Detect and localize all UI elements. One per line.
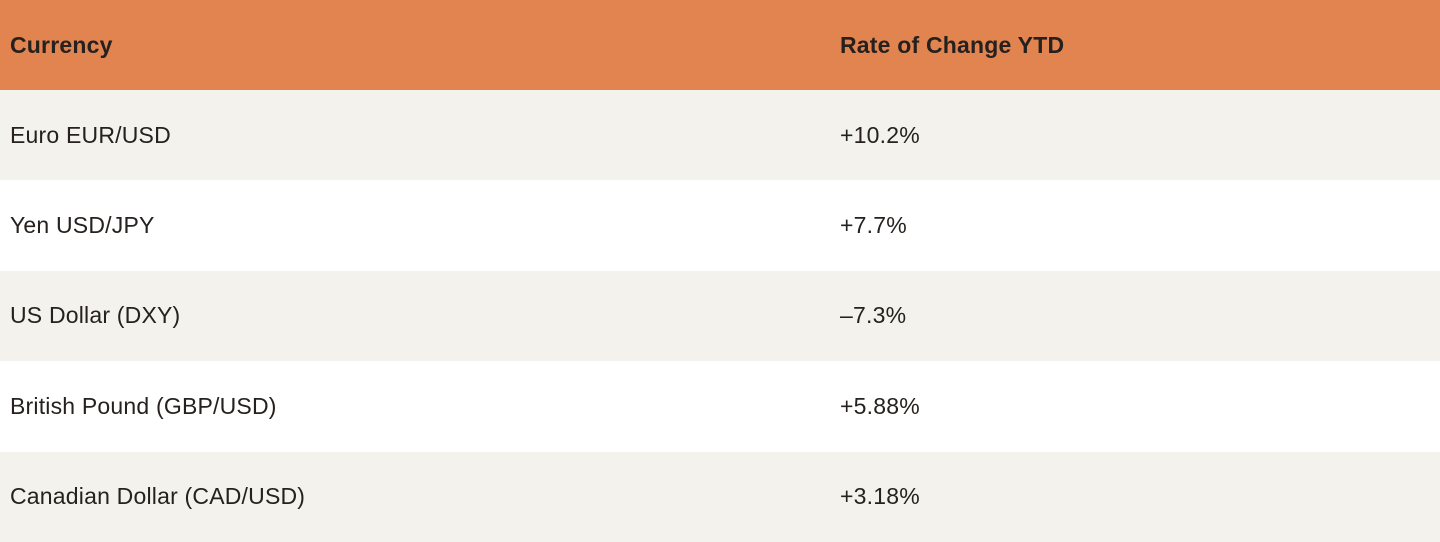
- table-body: Euro EUR/USD +10.2% Yen USD/JPY +7.7% US…: [0, 90, 1440, 542]
- currency-cell: British Pound (GBP/USD): [10, 392, 277, 419]
- header-cell-currency: Currency: [10, 31, 113, 58]
- table-row: Euro EUR/USD +10.2%: [0, 90, 1440, 181]
- rate-cell: +3.18%: [840, 483, 920, 510]
- currency-cell: Euro EUR/USD: [10, 121, 171, 148]
- rate-cell: +5.88%: [840, 392, 920, 419]
- currency-cell: US Dollar (DXY): [10, 302, 181, 329]
- rate-cell: –7.3%: [840, 302, 907, 329]
- table-header-row: Currency Rate of Change YTD: [0, 0, 1440, 90]
- currency-cell: Yen USD/JPY: [10, 212, 155, 239]
- currency-cell: Canadian Dollar (CAD/USD): [10, 483, 306, 510]
- header-cell-rate-of-change: Rate of Change YTD: [840, 31, 1065, 58]
- rate-cell: +10.2%: [840, 121, 920, 148]
- table-row: US Dollar (DXY) –7.3%: [0, 270, 1440, 362]
- table-row: British Pound (GBP/USD) +5.88%: [0, 361, 1440, 452]
- table-row: Yen USD/JPY +7.7%: [0, 180, 1440, 271]
- table-row: Canadian Dollar (CAD/USD) +3.18%: [0, 451, 1440, 542]
- rate-cell: +7.7%: [840, 212, 907, 239]
